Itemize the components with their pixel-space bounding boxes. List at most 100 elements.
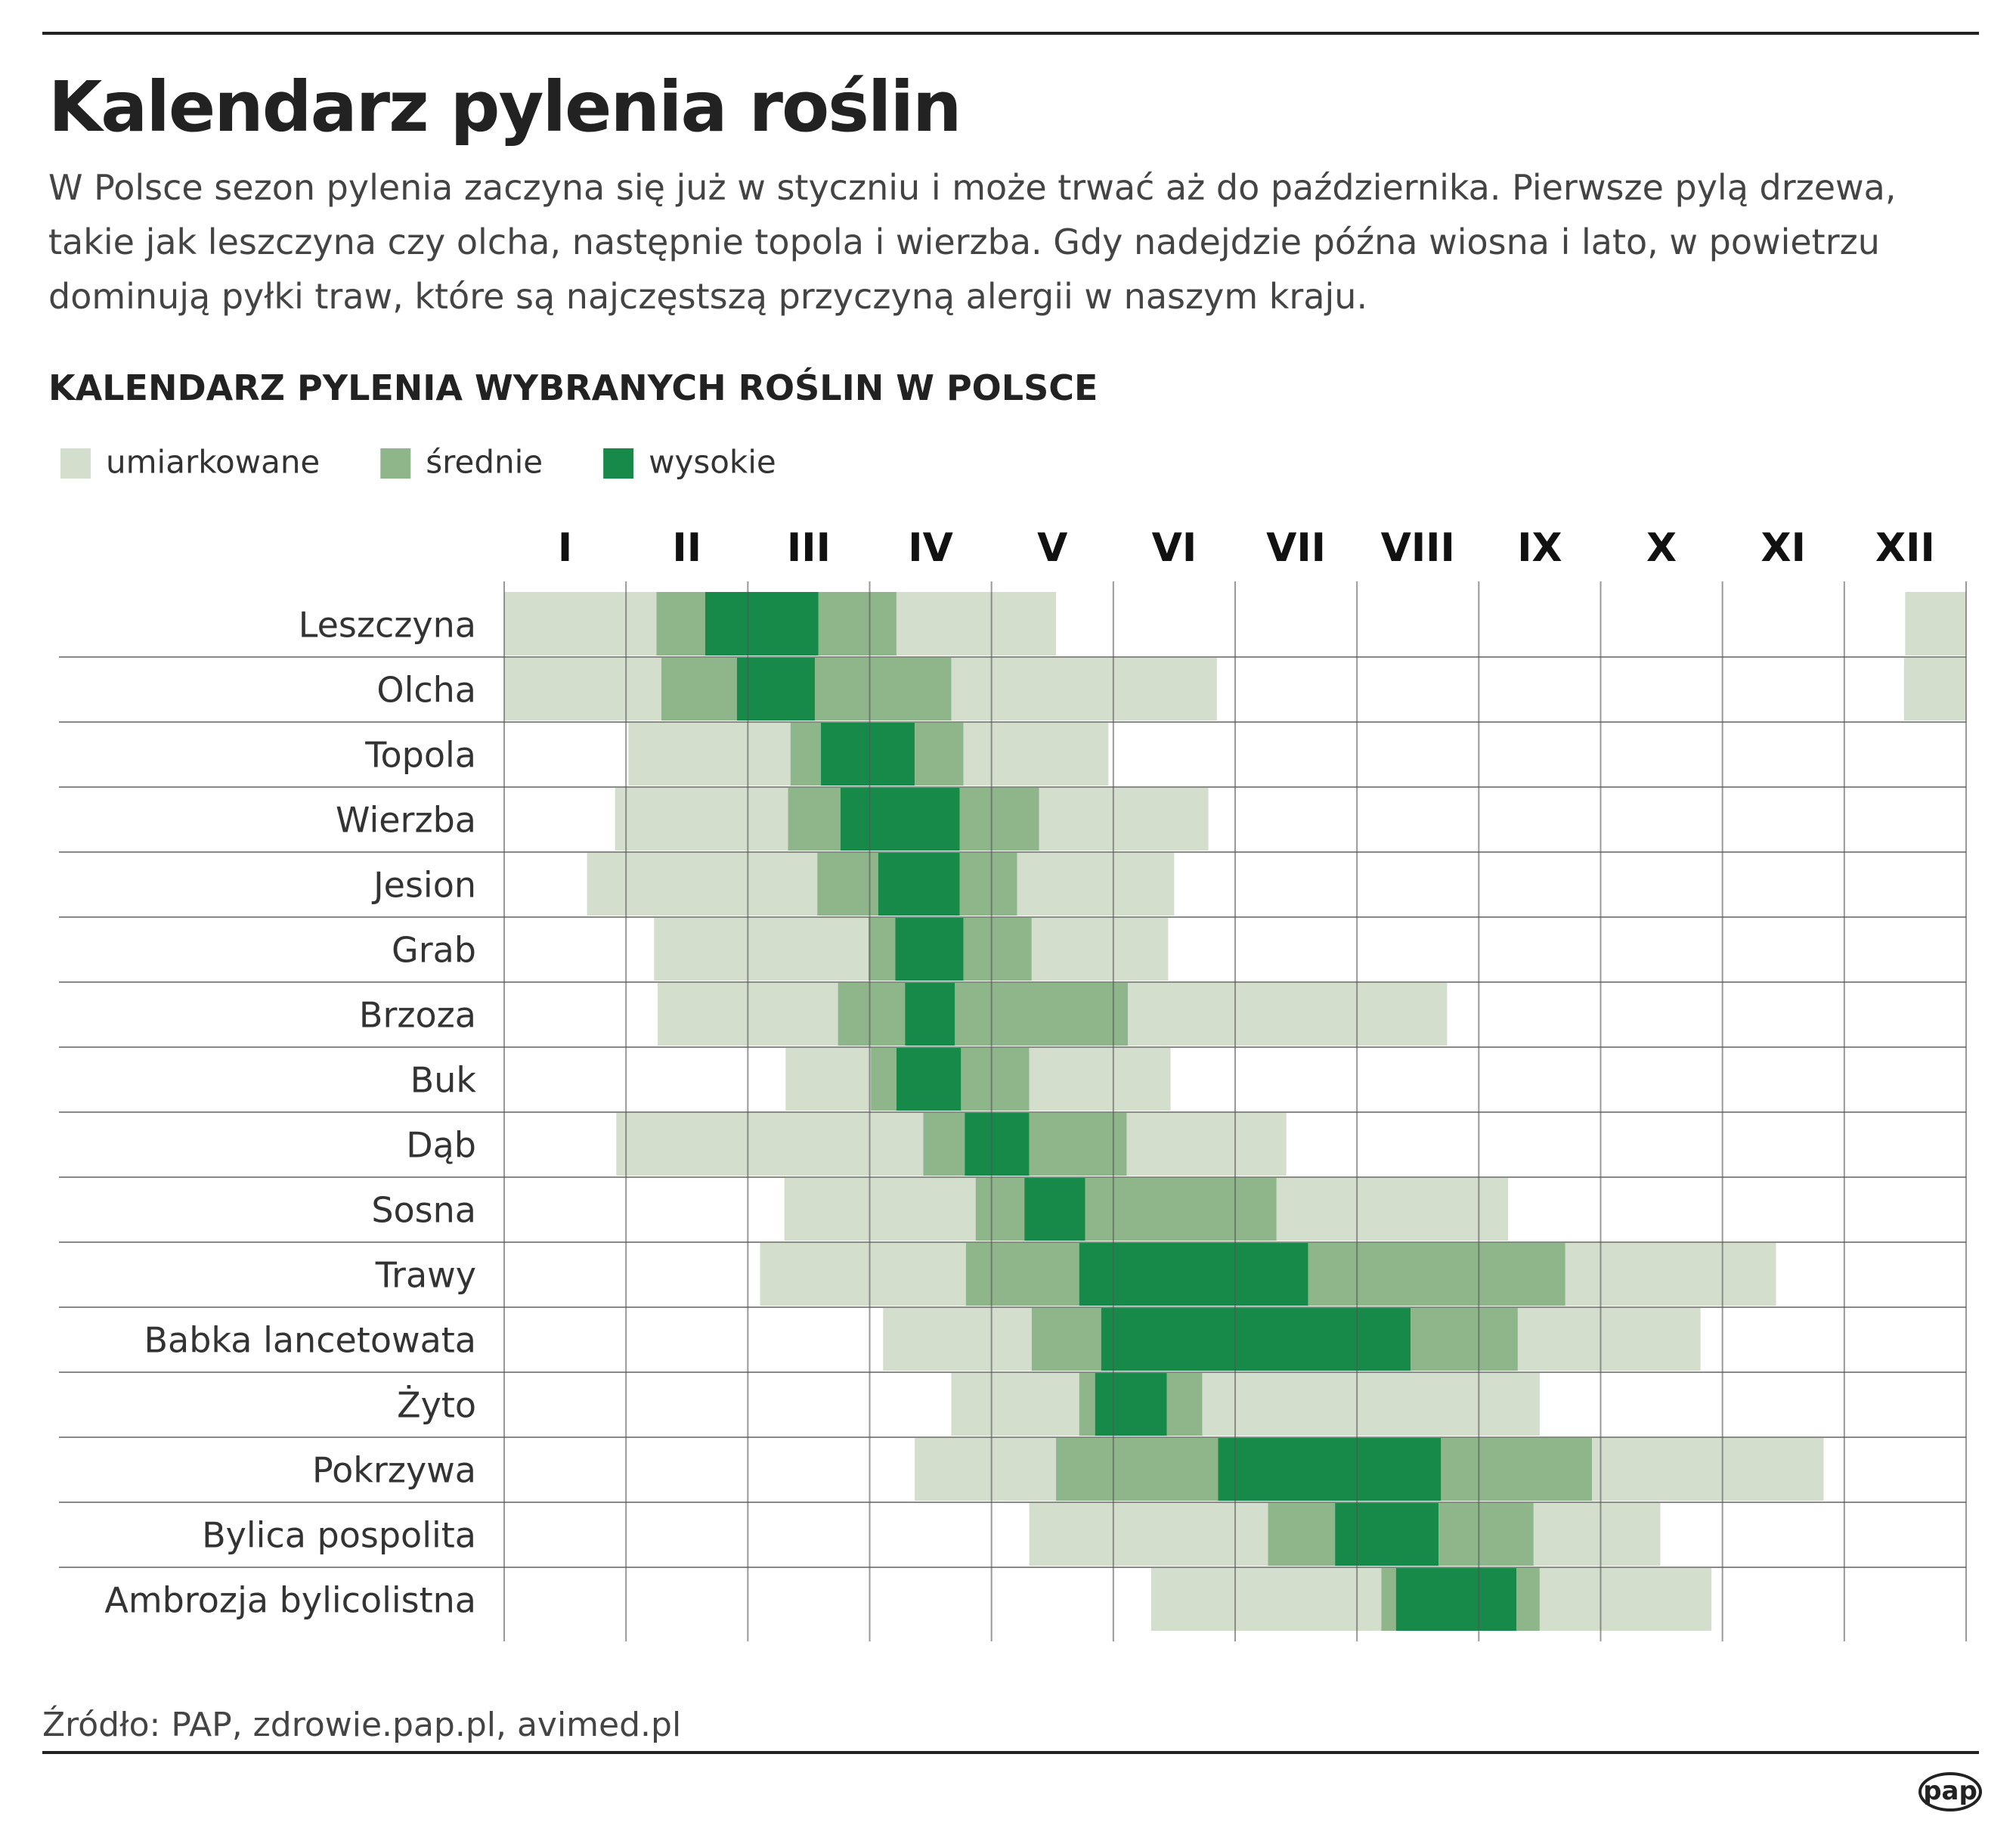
pollen-segment: [883, 1307, 1032, 1371]
row-label: Leszczyna: [299, 605, 476, 646]
pollen-segment: [628, 722, 791, 786]
pollen-segment: [878, 852, 960, 916]
month-label: III: [787, 525, 831, 571]
pollen-segment: [1202, 1372, 1540, 1436]
pollen-segment: [1539, 1567, 1712, 1631]
month-label: XI: [1761, 525, 1806, 571]
pollen-segment: [1381, 1567, 1396, 1631]
pollen-segment: [654, 917, 869, 981]
logo: pap: [1918, 1772, 1982, 1811]
pollen-segment: [736, 657, 815, 721]
legend-label: umiarkowane: [106, 444, 320, 481]
pollen-segment: [504, 592, 657, 655]
title: Kalendarz pylenia roślin: [48, 67, 962, 147]
pollen-segment: [1276, 1177, 1509, 1241]
pollen-segment: [1079, 1242, 1308, 1306]
pollen-segment: [1166, 1372, 1203, 1436]
pollen-segment: [1150, 1567, 1382, 1631]
pollen-segment: [1029, 1112, 1127, 1176]
month-label: X: [1646, 525, 1677, 571]
pollen-segment: [871, 1047, 897, 1111]
pollen-segment: [1095, 1372, 1167, 1436]
pollen-segment: [1017, 852, 1175, 916]
pollen-segment: [1411, 1307, 1518, 1371]
pollen-segment: [975, 1177, 1025, 1241]
pollen-segment: [785, 1047, 872, 1111]
row-label: Babka lancetowata: [144, 1320, 476, 1361]
pollen-segment: [1029, 1502, 1268, 1566]
pollen-segment: [1029, 1047, 1171, 1111]
pollen-segment: [817, 852, 878, 916]
row-label: Buk: [410, 1060, 477, 1101]
pollen-segment: [1903, 657, 1966, 721]
pollen-segment: [1031, 917, 1169, 981]
pollen-segment: [1308, 1242, 1565, 1306]
row-label: Sosna: [371, 1190, 476, 1231]
row-label: Żyto: [397, 1385, 476, 1426]
pollen-segment: [656, 592, 705, 655]
pollen-segment: [661, 657, 737, 721]
month-label: VII: [1266, 525, 1326, 571]
pollen-segment: [961, 1047, 1030, 1111]
pollen-segment: [814, 657, 952, 721]
legend-swatch: [380, 448, 411, 479]
month-label: I: [558, 525, 572, 571]
month-label: VIII: [1381, 525, 1455, 571]
pollen-segment: [1126, 1112, 1287, 1176]
pollen-segment: [1335, 1502, 1439, 1566]
pollen-segment: [1565, 1242, 1776, 1306]
pollen-segment: [895, 917, 964, 981]
pollen-segment: [868, 917, 896, 981]
pollen-segment: [790, 722, 822, 786]
pollen-segment: [587, 852, 818, 916]
bottom-rule: [42, 1751, 1979, 1754]
pollen-segment: [1039, 787, 1209, 851]
pollen-segment: [784, 1177, 976, 1241]
pollen-segment: [905, 982, 955, 1046]
month-label: IV: [908, 525, 953, 571]
pollen-segment: [818, 592, 897, 655]
month-label: XII: [1875, 525, 1935, 571]
pollen-segment: [1438, 1502, 1534, 1566]
pollen-segment: [963, 722, 1109, 786]
pollen-segment: [923, 1112, 965, 1176]
pollen-segment: [951, 1372, 1079, 1436]
pollen-segment: [951, 657, 1217, 721]
row-label: Brzoza: [359, 995, 476, 1036]
source: Źródło: PAP, zdrowie.pap.pl, avimed.pl: [42, 1706, 682, 1744]
pollen-segment: [1268, 1502, 1336, 1566]
legend-swatch: [603, 448, 634, 479]
row-label: Wierzba: [336, 800, 476, 841]
row-label: Topola: [364, 735, 476, 776]
top-rule: [42, 32, 1979, 35]
pollen-segment: [1441, 1437, 1593, 1501]
pollen-segment: [1218, 1437, 1442, 1501]
row-label: Olcha: [376, 670, 476, 711]
pollen-segment: [1592, 1437, 1824, 1501]
pollen-segment: [1905, 592, 1966, 655]
legend-label: średnie: [426, 444, 543, 481]
pollen-segment: [965, 1112, 1030, 1176]
row-label: Dąb: [406, 1125, 476, 1166]
pollen-segment: [788, 787, 841, 851]
pollen-segment: [504, 657, 661, 721]
row-label: Bylica pospolita: [202, 1515, 476, 1556]
pollen-segment: [915, 722, 964, 786]
pollen-segment: [955, 982, 1129, 1046]
pollen-segment: [959, 787, 1039, 851]
chart-title: KALENDARZ PYLENIA WYBRANYCH ROŚLIN W POL…: [48, 367, 1098, 408]
pollen-segment: [616, 1112, 924, 1176]
pollen-segment: [959, 852, 1017, 916]
legend-label: wysokie: [649, 444, 776, 481]
subtitle: W Polsce sezon pylenia zaczyna się już w…: [48, 167, 1897, 317]
row-label: Ambrozja bylicolistna: [104, 1580, 476, 1621]
month-label: VI: [1152, 525, 1197, 571]
pollen-segment: [1128, 982, 1448, 1046]
pollen-segment: [1085, 1177, 1277, 1241]
pollen-segment: [705, 592, 819, 655]
row-label: Grab: [392, 930, 476, 971]
pollen-segment: [760, 1242, 966, 1306]
pollen-segment: [896, 592, 1057, 655]
pollen-segment: [1079, 1372, 1095, 1436]
